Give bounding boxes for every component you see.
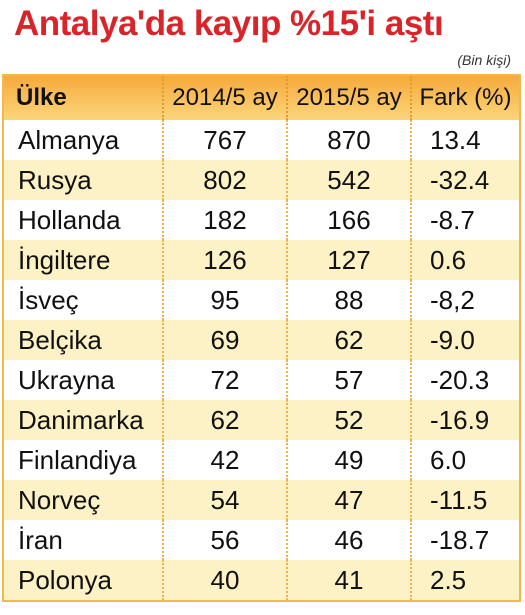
country-cell: Hollanda	[3, 200, 164, 240]
header-cell: Fark (%)	[411, 75, 520, 120]
header-row: Ülke 2014/5 ay 2015/5 ay Fark (%)	[3, 75, 520, 120]
value-cell: -20.3	[430, 364, 490, 395]
country-cell: İngiltere	[3, 240, 164, 280]
header-cell: 2014/5 ay	[163, 75, 288, 120]
value-cell: 57	[287, 360, 412, 400]
country-cell: Rusya	[3, 160, 164, 200]
value-cell: 54	[163, 480, 288, 520]
value-cell: -32.4	[411, 160, 520, 200]
table-row: İsveç 95 88 -8,2	[3, 280, 520, 320]
country-cell: Danimarka	[3, 400, 164, 440]
table-row: Almanya 767 870 13.4	[3, 120, 520, 160]
title: Antalya'da kayıp %15'i aştı	[14, 4, 444, 43]
header-cell: Ülke	[3, 75, 164, 120]
table-row: Hollanda 182 166 -8.7	[3, 200, 520, 240]
country-cell: Ukrayna	[3, 360, 164, 400]
table-body: Almanya 767 870 13.4 Rusya 802 542 -32.4 Holland…	[3, 120, 520, 601]
country-cell: Norveç	[3, 480, 164, 520]
country-cell: Polonya	[3, 560, 164, 601]
value-cell: 49	[287, 440, 412, 480]
value-cell: -11.5	[411, 480, 520, 520]
value-cell: 126	[163, 240, 288, 280]
value-cell: 41	[287, 560, 412, 601]
value-cell: -8.7	[430, 204, 475, 235]
value-cell: 72	[163, 360, 288, 400]
table-row: İran 56 46 -18.7	[3, 520, 520, 560]
value-cell: 88	[287, 280, 412, 320]
value-cell: 62	[287, 320, 412, 360]
value-cell: -16.9	[411, 400, 520, 440]
value-cell: 95	[163, 280, 288, 320]
value-cell: 182	[163, 200, 288, 240]
value-cell: 0.6	[411, 240, 520, 280]
value-cell: 6.0	[430, 444, 467, 475]
country-cell: İran	[3, 520, 164, 560]
value-cell: 56	[163, 520, 288, 560]
table-row: Ukrayna 72 57 -20.3	[3, 360, 520, 400]
value-cell: 62	[163, 400, 288, 440]
value-cell: 42	[163, 440, 288, 480]
country-cell: Belçika	[3, 320, 164, 360]
value-cell: 13.4	[430, 124, 481, 155]
table-row: Rusya 802 542 -32.4	[3, 160, 520, 200]
value-cell: 542	[287, 160, 412, 200]
country-cell: Finlandiya	[3, 440, 164, 480]
value-cell: 69	[163, 320, 288, 360]
value-cell: 40	[163, 560, 288, 601]
value-cell: 870	[287, 120, 412, 160]
table-row: Danimarka 62 52 -16.9	[3, 400, 520, 440]
value-cell: -8,2	[430, 284, 475, 315]
value-cell: 2.5	[411, 560, 520, 601]
header-cell: 2015/5 ay	[287, 75, 412, 120]
value-cell: 46	[287, 520, 412, 560]
data-table: Ülke 2014/5 ay 2015/5 ay Fark (%) Almanya 76…	[2, 74, 521, 602]
unit-note: (Bin kişi)	[457, 52, 511, 68]
country-cell: Almanya	[3, 120, 164, 160]
table-row: İngiltere 126 127 0.6	[3, 240, 520, 280]
value-cell: 52	[287, 400, 412, 440]
value-cell: -9.0	[411, 320, 520, 360]
value-cell: 47	[287, 480, 412, 520]
table-row: Finlandiya 42 49 6.0	[3, 440, 520, 480]
country-cell: İsveç	[3, 280, 164, 320]
value-cell: 767	[163, 120, 288, 160]
table-row: Belçika 69 62 -9.0	[3, 320, 520, 360]
value-cell: 802	[163, 160, 288, 200]
value-cell: -18.7	[430, 524, 490, 555]
value-cell: 127	[287, 240, 412, 280]
table-row: Norveç 54 47 -11.5	[3, 480, 520, 520]
value-cell: 166	[287, 200, 412, 240]
table-row: Polonya 40 41 2.5	[3, 560, 520, 601]
